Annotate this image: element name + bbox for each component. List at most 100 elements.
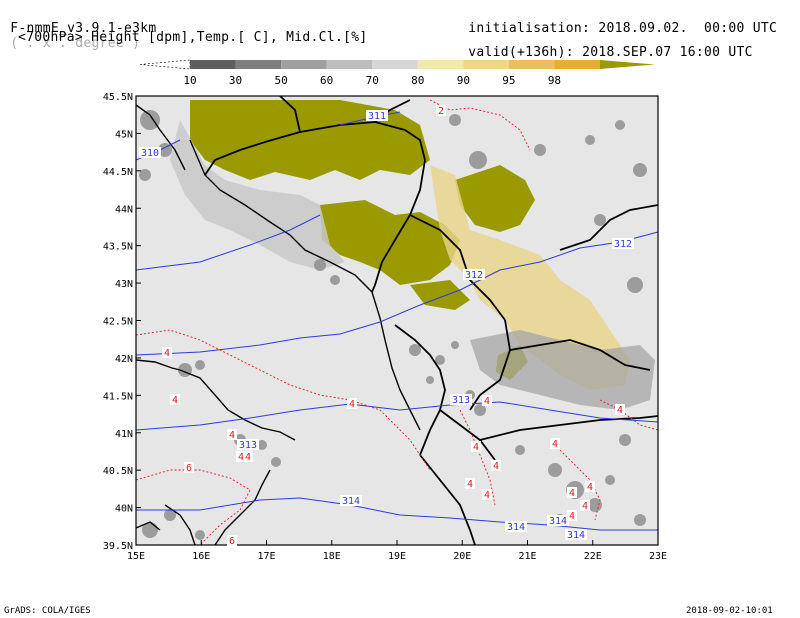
colorbar-swatch	[235, 60, 282, 69]
lon-tick-label: 19E	[388, 551, 406, 562]
lat-tick-label: 42.5N	[103, 317, 133, 328]
height-label: 312	[465, 270, 483, 281]
longitude-axis: 15E 16E 17E 18E 19E 20E 21E 22E 23E	[127, 540, 667, 562]
colorbar-swatch	[463, 60, 509, 69]
temp-label-bg	[471, 441, 481, 452]
temp-label-bg	[465, 478, 475, 489]
height-label: 312	[614, 239, 632, 250]
country-borders	[204, 96, 658, 545]
temp-label-bg	[227, 535, 237, 546]
colorbar-label: 90	[457, 74, 470, 87]
model-title: F-nmmE_v3.9.1-e3km ( . x . degree )	[0, 6, 157, 51]
colorbar-swatch	[281, 60, 327, 69]
lat-tick-label: 41N	[115, 429, 133, 440]
height-label: 314	[507, 522, 525, 533]
lon-tick-label: 20E	[453, 551, 471, 562]
cloud-core-south	[410, 280, 470, 310]
colorbar-swatch	[554, 60, 600, 69]
valid-label: valid(+136h):	[468, 45, 574, 60]
colorbar-low-arrow	[140, 59, 191, 70]
temp-label: 4	[569, 511, 575, 522]
height-label: 314	[549, 516, 567, 527]
temp-label-bg	[482, 489, 492, 500]
colorbar-swatch	[372, 60, 418, 69]
temp-label: 4	[484, 396, 490, 407]
height-label: 314	[342, 496, 360, 507]
temp-label-bg	[436, 105, 446, 116]
temp-label-bg	[567, 487, 577, 498]
temp-label-bg	[347, 398, 357, 409]
cloud-fringe-east	[430, 165, 630, 390]
colorbar: 10 30 50 60 70 80 90 95 98	[140, 59, 655, 87]
height-label-bg	[463, 269, 485, 280]
colorbar-label: 30	[229, 74, 242, 87]
lat-tick-label: 45N	[115, 129, 133, 140]
temp-label-bg	[550, 438, 560, 449]
colorbar-label: 70	[366, 74, 379, 87]
height-label-bg	[237, 439, 259, 450]
cloud-field	[139, 100, 655, 540]
temp-label-bg	[227, 429, 237, 440]
temperature-contours	[136, 99, 658, 545]
cloud-band-south	[470, 330, 655, 410]
lat-tick-label: 41.5N	[103, 391, 133, 402]
temp-label-bg	[491, 460, 501, 471]
init-time: initialisation: 2018.09.02. 00:00 UTC	[452, 6, 777, 36]
temp-label: 4	[467, 479, 473, 490]
cloud-fringe-west	[170, 120, 345, 270]
height-label: 313	[452, 395, 470, 406]
colorbar-swatch	[417, 60, 464, 69]
colorbar-label: 10	[183, 74, 196, 87]
lat-tick-label: 40.5N	[103, 466, 133, 477]
height-label-bg	[366, 110, 388, 121]
temp-label-bg	[162, 347, 172, 358]
coastlines	[136, 104, 421, 545]
lat-tick-label: 43.5N	[103, 242, 133, 253]
init-value: 2018.09.02. 00:00 UTC	[598, 21, 778, 36]
temp-label-bg	[580, 500, 590, 511]
lat-tick-label: 42N	[115, 354, 133, 365]
lon-tick-label: 15E	[127, 551, 145, 562]
init-label: initialisation:	[468, 21, 591, 36]
temp-label-bg	[567, 510, 577, 521]
lat-tick-label: 44N	[115, 204, 133, 215]
temp-label-bg	[236, 451, 246, 462]
footer-timestamp: 2018-09-02-10:01	[686, 606, 773, 616]
lon-tick-label: 21E	[518, 551, 536, 562]
lon-tick-label: 17E	[257, 551, 275, 562]
colorbar-label: 80	[411, 74, 424, 87]
model-name: F-nmmE_v3.9.1-e3km	[10, 21, 157, 36]
footer-credit: GrADS: COLA/IGES	[4, 606, 91, 616]
temp-label: 4	[238, 452, 244, 463]
height-label-bg	[505, 521, 527, 532]
colorbar-label: 50	[274, 74, 287, 87]
colorbar-swatch	[190, 60, 236, 69]
temp-label: 4	[552, 439, 558, 450]
temp-label-bg	[170, 394, 180, 405]
lat-tick-label: 45.5N	[103, 92, 133, 103]
height-label-bg	[139, 147, 161, 158]
temp-label-bg	[585, 481, 595, 492]
temp-label: 4	[569, 488, 575, 499]
model-units: ( . x . degree )	[10, 36, 141, 51]
cloud-cells	[139, 110, 647, 540]
temp-label: 4	[493, 461, 499, 472]
cloud-core-north	[190, 100, 430, 180]
height-label: 314	[567, 530, 585, 541]
lat-tick-label: 43N	[115, 279, 133, 290]
variables-title: <700hPa> Height [dpm],Temp.[ C], Mid.Cl.…	[18, 30, 368, 45]
height-label: 310	[141, 148, 159, 159]
temp-label: 4	[484, 490, 490, 501]
height-label-bg	[450, 394, 472, 405]
colorbar-label: 98	[548, 74, 561, 87]
colorbar-swatch	[508, 60, 555, 69]
temp-label: 4	[245, 452, 251, 463]
temp-label-bg	[615, 404, 625, 415]
temp-label: 4	[617, 405, 623, 416]
height-label-bg	[340, 495, 362, 506]
lat-tick-label: 44.5N	[103, 167, 133, 178]
valid-value: 2018.SEP.07 16:00 UTC	[582, 45, 753, 60]
height-label-bg	[547, 515, 569, 526]
height-label-bg	[565, 529, 587, 540]
